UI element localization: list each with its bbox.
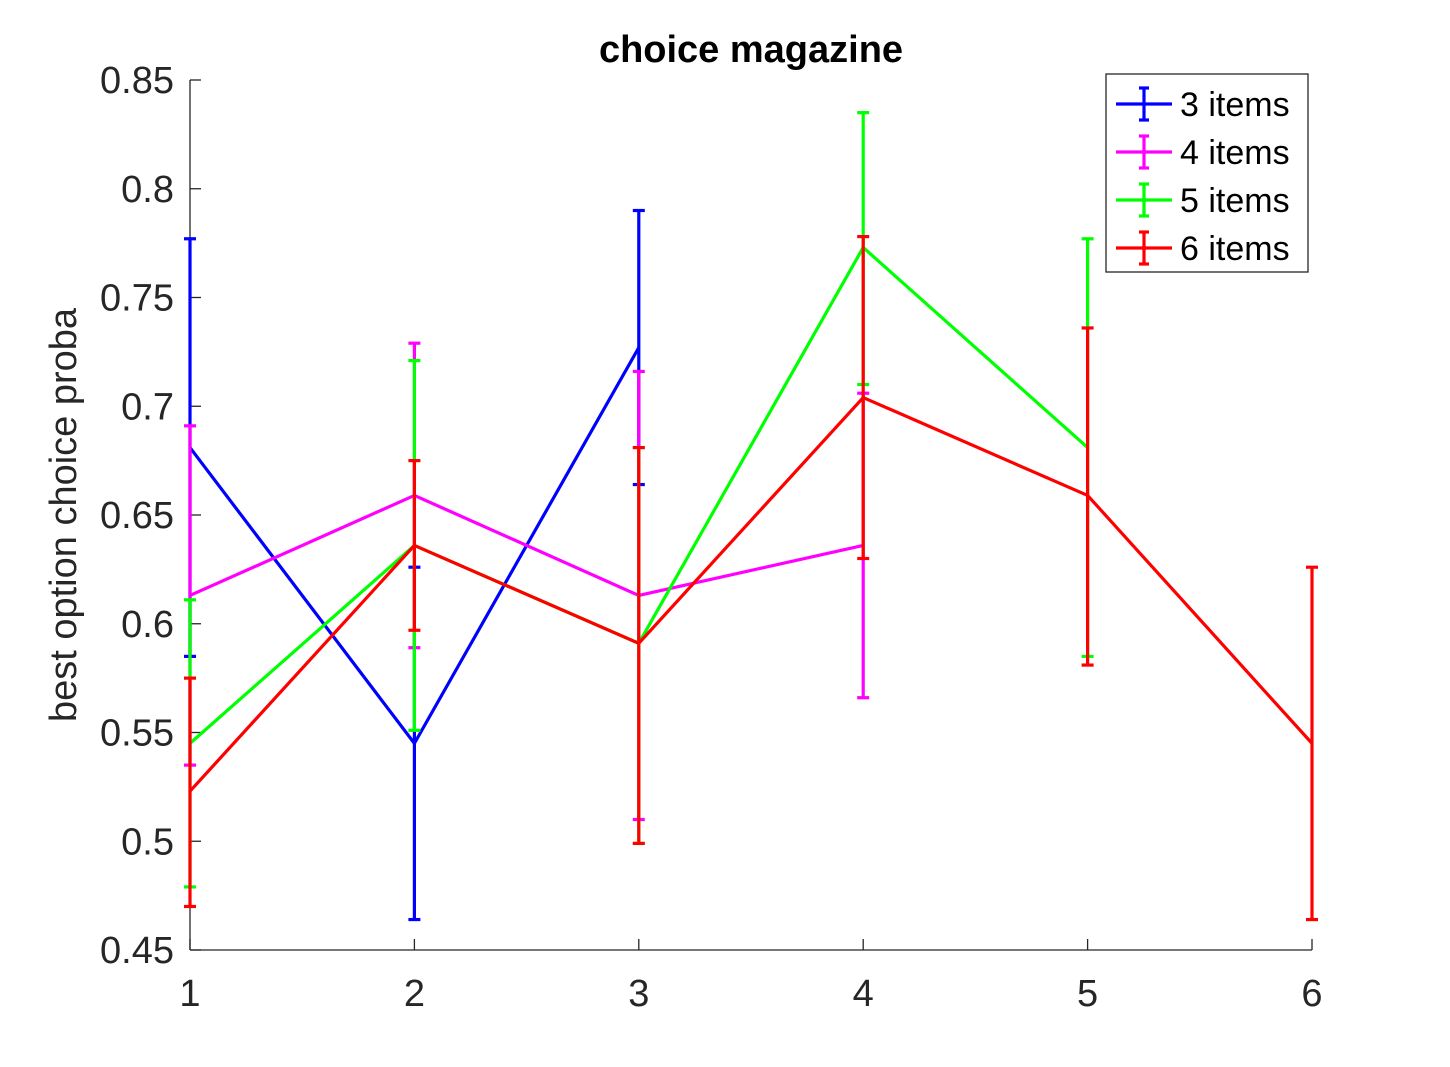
legend-item[interactable]: 4 items <box>1116 134 1290 172</box>
x-tick-label: 6 <box>1301 973 1322 1015</box>
y-tick-label: 0.7 <box>121 386 174 428</box>
legend-label: 3 items <box>1180 86 1290 124</box>
y-tick-label: 0.5 <box>121 821 174 863</box>
x-tick-label: 5 <box>1077 973 1098 1015</box>
y-tick-label: 0.45 <box>100 930 174 972</box>
series-line <box>188 395 1314 793</box>
y-tick-label: 0.6 <box>121 604 174 646</box>
series-layer <box>184 111 1318 922</box>
y-tick-label: 0.65 <box>100 495 174 537</box>
legend[interactable]: 3 items 4 items 5 items 6 items <box>1105 73 1309 273</box>
x-tick-label: 1 <box>179 973 200 1015</box>
y-tick-label: 0.8 <box>121 169 174 211</box>
series-6-items <box>184 235 1318 922</box>
x-tick-label: 2 <box>404 973 425 1015</box>
y-tick-label: 0.75 <box>100 278 174 320</box>
legend-label: 6 items <box>1180 230 1290 268</box>
legend-box <box>1105 73 1309 273</box>
axes: 1 2 3 4 5 6 0.45 0.5 0.55 0.6 0.65 0.7 0.75 0.8 0.85 <box>100 60 1323 1015</box>
chart-title: choice magazine <box>599 29 903 71</box>
legend-label: 4 items <box>1180 134 1290 172</box>
y-axis-title: best option choice proba <box>43 307 85 722</box>
x-tick-label: 3 <box>628 973 649 1015</box>
legend-item[interactable]: 3 items <box>1116 86 1290 124</box>
x-tick-label: 4 <box>853 973 874 1015</box>
legend-item[interactable]: 5 items <box>1116 182 1290 220</box>
y-tick-label: 0.55 <box>100 713 174 755</box>
y-tick-label: 0.85 <box>100 60 174 102</box>
legend-item[interactable]: 6 items <box>1116 230 1290 268</box>
legend-label: 5 items <box>1180 182 1290 220</box>
series-line <box>189 493 864 598</box>
